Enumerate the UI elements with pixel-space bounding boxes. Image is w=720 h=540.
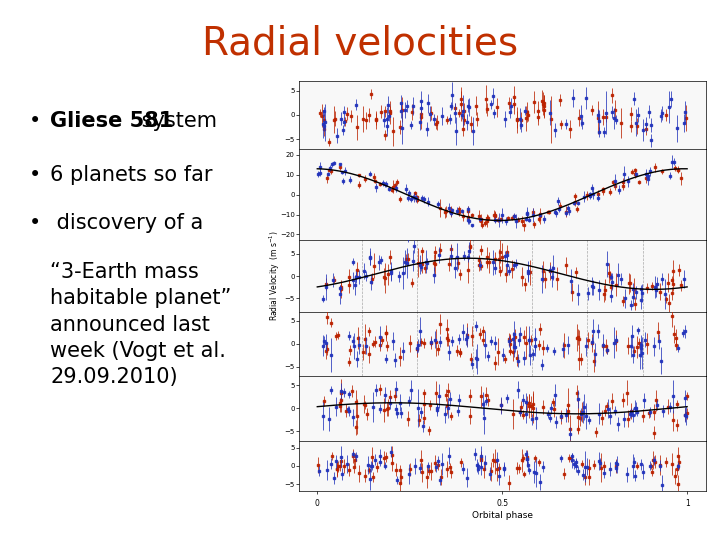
- Text: •: •: [29, 111, 41, 131]
- Text: 6 planets so far: 6 planets so far: [50, 165, 213, 185]
- Text: “3-Earth mass
habitable planet”
announced last
week (Vogt et al.
29.09.2010): “3-Earth mass habitable planet” announce…: [50, 262, 232, 388]
- X-axis label: Orbital phase: Orbital phase: [472, 511, 533, 520]
- Text: Radial velocities: Radial velocities: [202, 24, 518, 62]
- Y-axis label: Radial Velocity  (m s$^{-1}$): Radial Velocity (m s$^{-1}$): [267, 231, 282, 321]
- Text: system: system: [135, 111, 217, 131]
- Text: •: •: [29, 213, 41, 233]
- Text: Gliese 581: Gliese 581: [50, 111, 174, 131]
- Text: discovery of a: discovery of a: [50, 213, 204, 233]
- Text: •: •: [29, 165, 41, 185]
